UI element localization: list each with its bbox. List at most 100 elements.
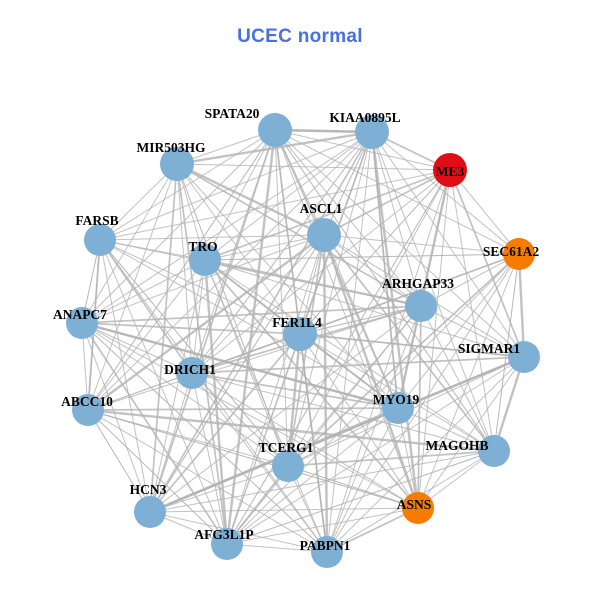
graph-edge bbox=[517, 253, 526, 358]
graph-edge bbox=[274, 129, 520, 255]
graph-node[interactable] bbox=[72, 394, 104, 426]
graph-edge bbox=[81, 322, 193, 374]
graph-node[interactable] bbox=[433, 153, 467, 187]
graph-node[interactable] bbox=[355, 115, 389, 149]
graph-edge bbox=[286, 333, 302, 467]
graph-edge bbox=[99, 163, 178, 241]
graph-edge bbox=[371, 131, 525, 358]
graph-edge bbox=[176, 163, 451, 171]
graph-edge bbox=[204, 131, 373, 261]
graph-node[interactable] bbox=[508, 341, 540, 373]
graph-edge bbox=[326, 253, 520, 553]
graph-node[interactable] bbox=[66, 307, 98, 339]
graph-edge bbox=[226, 407, 399, 545]
graph-edge bbox=[191, 372, 399, 409]
graph-edge bbox=[226, 507, 419, 545]
graph-edge bbox=[87, 131, 373, 411]
graph-edge bbox=[299, 305, 422, 335]
graph-edge bbox=[99, 239, 399, 409]
graph-edge bbox=[99, 239, 328, 553]
graph-edge bbox=[191, 372, 495, 452]
graph-edge bbox=[274, 129, 525, 358]
graph-edge bbox=[322, 234, 329, 553]
graph-edge bbox=[274, 129, 289, 467]
graph-edge bbox=[322, 234, 420, 509]
graph-edge bbox=[191, 372, 289, 467]
graph-node[interactable] bbox=[272, 450, 304, 482]
graph-edge bbox=[287, 234, 325, 467]
graph-edge bbox=[149, 372, 193, 513]
graph-node-label: ASCL1 bbox=[299, 201, 343, 216]
graph-edge bbox=[87, 409, 289, 467]
graph-edge bbox=[176, 163, 422, 307]
graph-edge bbox=[326, 169, 451, 553]
graph-edge bbox=[87, 407, 399, 411]
graph-edge bbox=[176, 130, 373, 166]
graph-edge bbox=[287, 465, 419, 509]
graph-edge bbox=[326, 407, 399, 553]
graph-edge bbox=[204, 234, 325, 261]
graph-node[interactable] bbox=[211, 528, 243, 560]
graph-node[interactable] bbox=[311, 536, 343, 568]
graph-edge bbox=[226, 253, 520, 545]
graph-edge bbox=[99, 169, 451, 241]
graph-node[interactable] bbox=[402, 492, 434, 524]
graph-node[interactable] bbox=[258, 113, 292, 147]
graph-edge bbox=[81, 131, 373, 324]
graph-edge bbox=[326, 356, 525, 553]
graph-edge bbox=[191, 234, 325, 374]
graph-edge bbox=[99, 129, 276, 241]
graph-node[interactable] bbox=[307, 218, 341, 252]
graph-edge bbox=[191, 131, 373, 374]
graph-edge bbox=[226, 450, 495, 545]
graph-edge bbox=[226, 234, 325, 545]
graph-edge bbox=[449, 169, 520, 255]
graph-node[interactable] bbox=[176, 357, 208, 389]
graph-edge bbox=[204, 169, 451, 261]
graph-edge bbox=[287, 407, 399, 467]
graph-edge bbox=[87, 409, 419, 509]
graph-node[interactable] bbox=[478, 435, 510, 467]
graph-edge bbox=[149, 465, 289, 513]
graph-edge bbox=[87, 409, 328, 553]
graph-edge bbox=[149, 259, 206, 513]
graph-edge bbox=[176, 163, 289, 467]
graph-edge bbox=[81, 322, 328, 553]
graph-edge bbox=[87, 409, 151, 513]
graph-edge bbox=[81, 129, 276, 324]
graph-edge bbox=[99, 239, 193, 374]
graph-edge bbox=[176, 163, 193, 374]
graph-node[interactable] bbox=[134, 496, 166, 528]
graph-edge bbox=[149, 450, 495, 513]
graph-edge bbox=[323, 234, 422, 307]
graph-node[interactable] bbox=[189, 244, 221, 276]
graph-edge bbox=[323, 234, 399, 409]
graph-edge bbox=[203, 259, 229, 545]
graph-edge bbox=[226, 333, 301, 545]
graph-edge bbox=[226, 543, 328, 553]
graph-edge bbox=[323, 234, 495, 452]
graph-node-label: SPATA20 bbox=[204, 106, 260, 121]
graph-edge bbox=[323, 131, 373, 236]
graph-edge bbox=[397, 407, 419, 509]
graph-node[interactable] bbox=[283, 317, 317, 351]
graph-node[interactable] bbox=[405, 290, 437, 322]
graph-node[interactable] bbox=[503, 238, 535, 270]
graph-node[interactable] bbox=[382, 392, 414, 424]
graph-edge bbox=[191, 333, 301, 374]
graph-node[interactable] bbox=[160, 147, 194, 181]
graph-edge bbox=[204, 259, 495, 452]
graph-edge bbox=[420, 253, 520, 307]
graph-edge bbox=[99, 239, 301, 335]
graph-edge bbox=[204, 258, 422, 308]
page-title: UCEC normal bbox=[237, 26, 363, 47]
graph-node[interactable] bbox=[84, 224, 116, 256]
graph-edge bbox=[176, 163, 301, 335]
graph-edge bbox=[420, 305, 525, 358]
graph-edge bbox=[397, 305, 422, 409]
graph-edge bbox=[176, 162, 325, 237]
graph-edge bbox=[493, 253, 520, 452]
graph-edge bbox=[176, 163, 399, 409]
